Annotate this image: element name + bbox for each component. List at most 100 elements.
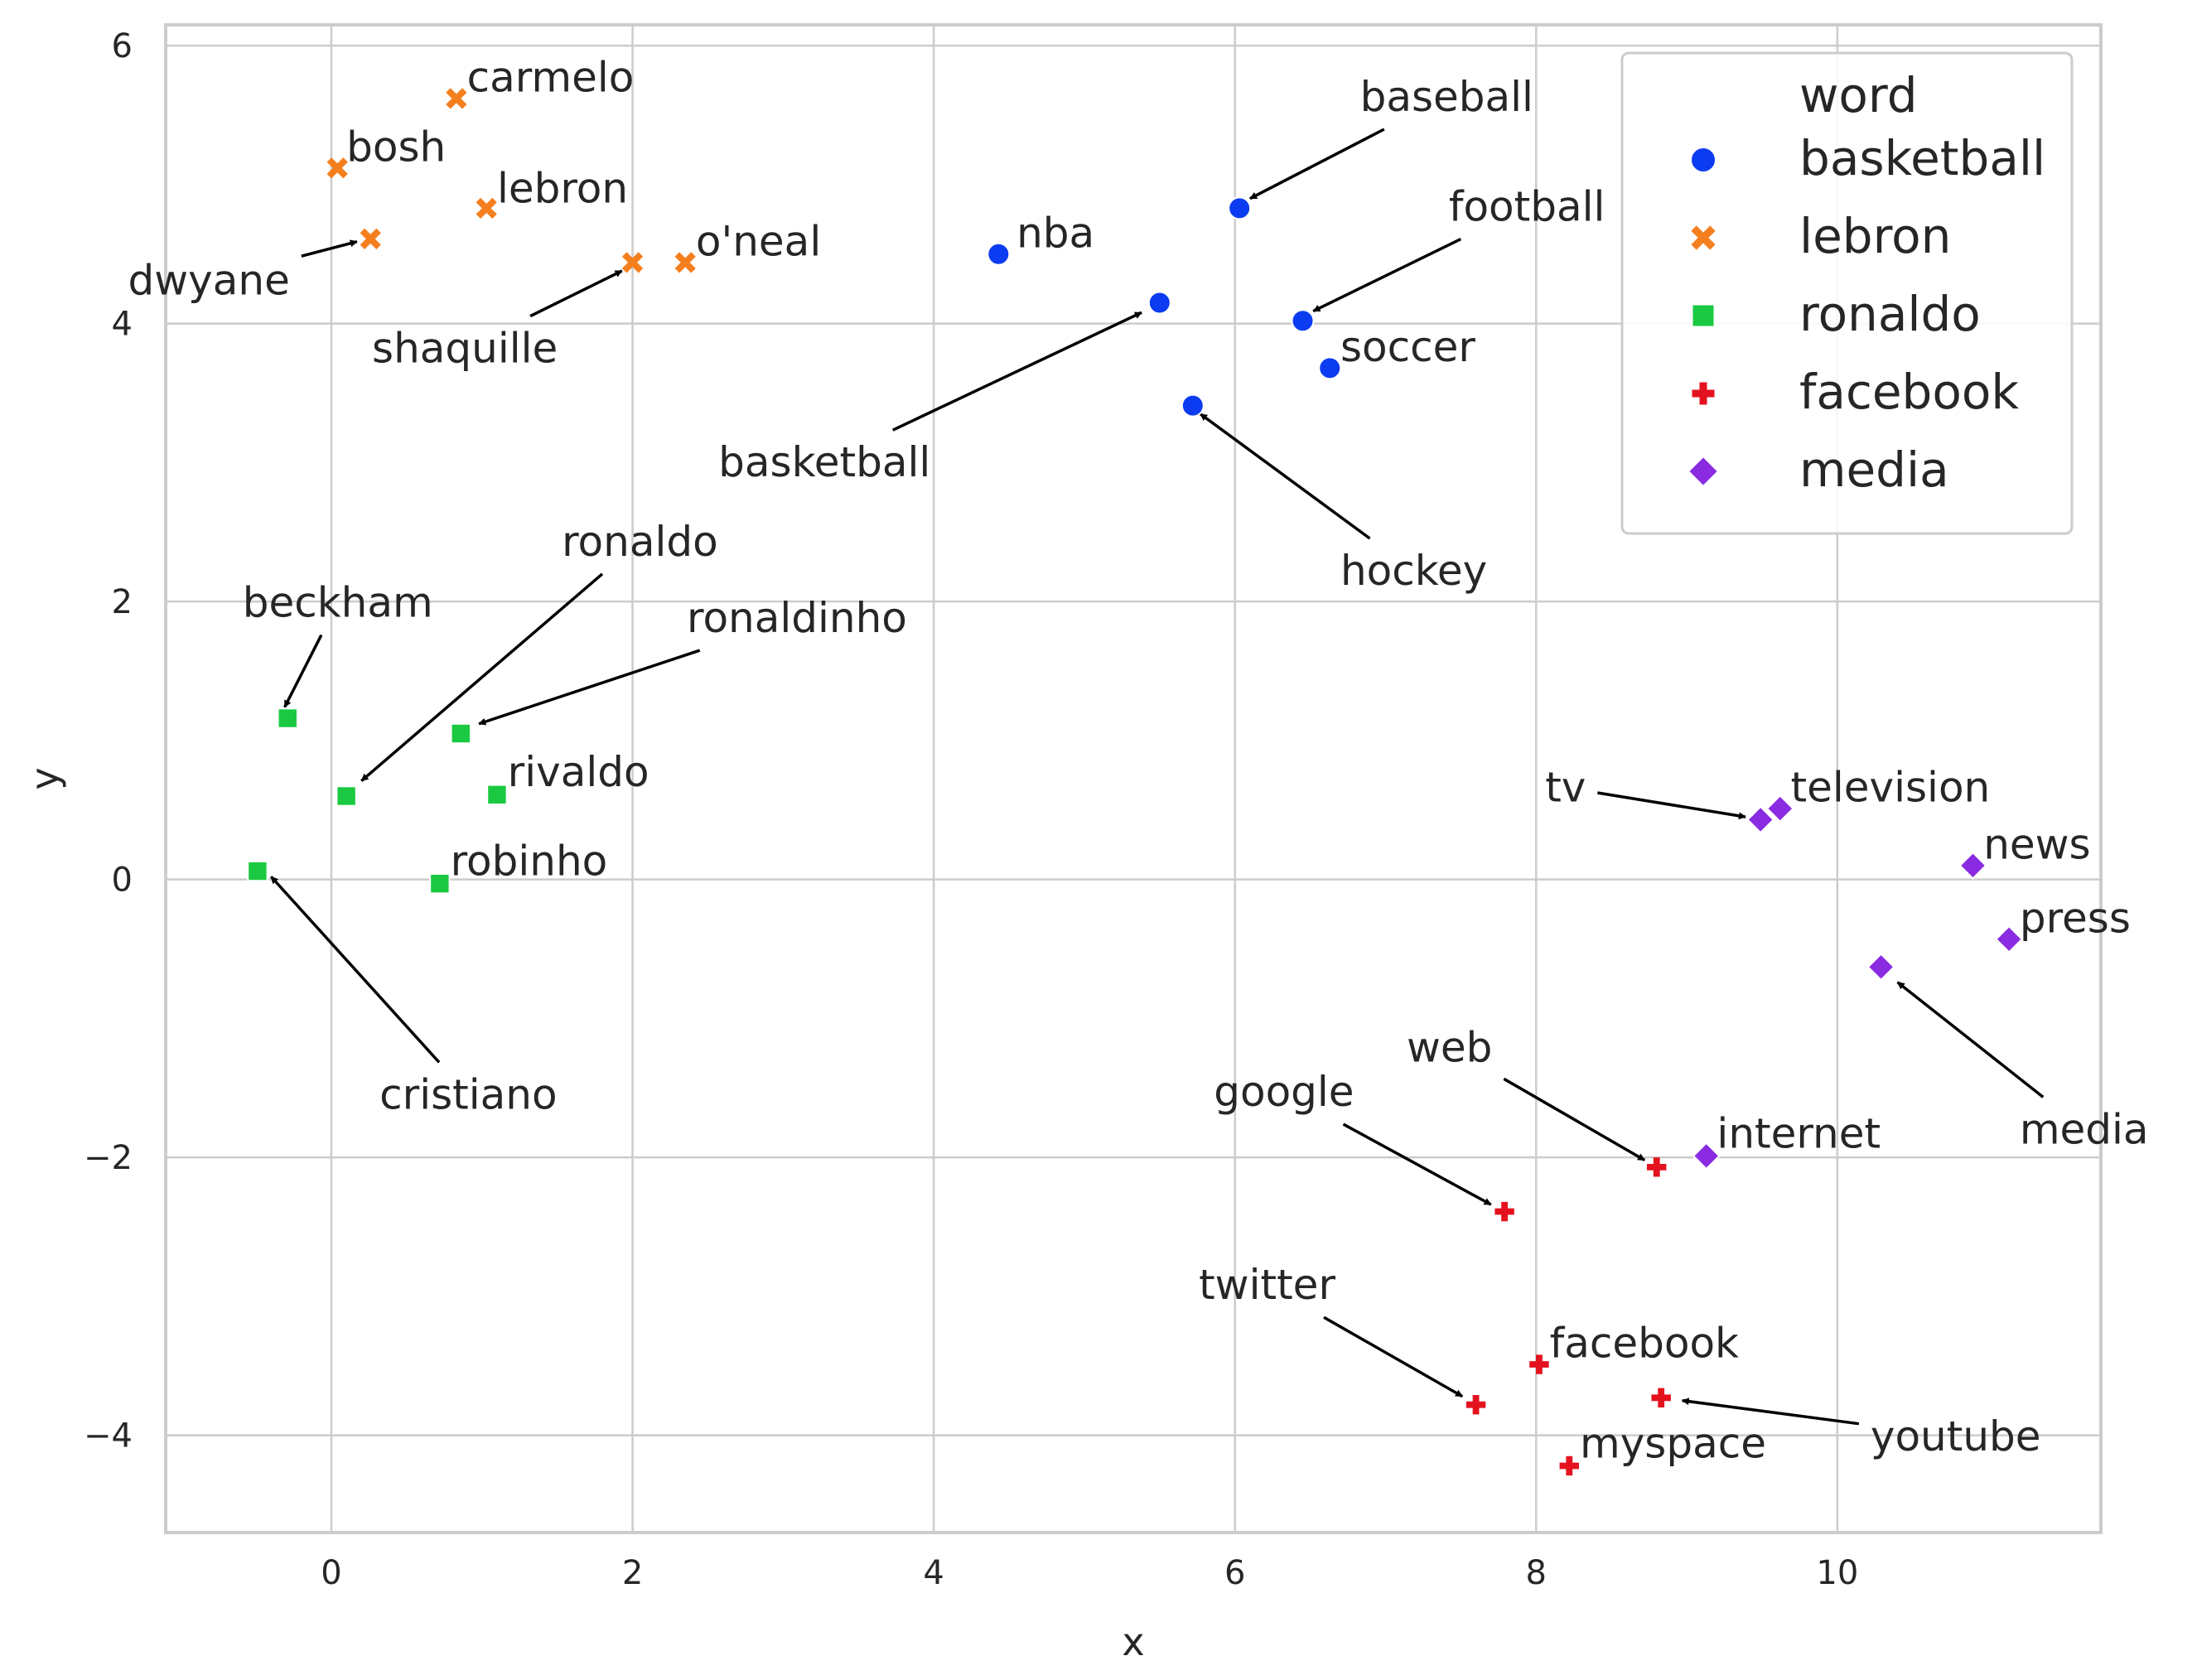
plus-marker (1465, 1394, 1486, 1415)
label-dwyane: dwyane (128, 256, 290, 304)
tick-labels: 0 2 4 6 8 10 −4 −2 0 2 4 6 (84, 27, 1858, 1592)
plot-frame (164, 23, 2103, 1534)
point-lebron-lebron (476, 197, 497, 220)
label-twitter: twitter (1199, 1261, 1335, 1309)
circle-marker (1690, 147, 1717, 173)
annotation-arrow (478, 649, 701, 726)
point-ronaldo-beckham (277, 707, 298, 729)
point-basketball-hockey (1181, 393, 1205, 418)
label-tv: tv (1545, 764, 1586, 812)
square-marker (450, 722, 472, 745)
label-television: television (1791, 764, 1991, 812)
annotation-arrow (1896, 981, 2045, 1098)
circle-marker (1291, 309, 1315, 333)
annotation-arrow (1503, 1077, 1646, 1161)
point-facebook-google (1494, 1201, 1514, 1222)
square-marker (429, 872, 451, 895)
label-soccer: soccer (1340, 323, 1475, 371)
label-ronaldinho: ronaldinho (687, 594, 907, 642)
diamond-marker (1995, 924, 2024, 953)
point-facebook-twitter (1465, 1394, 1486, 1415)
x-marker (360, 228, 381, 249)
y-tick-label: −4 (84, 1417, 133, 1456)
diamond-marker (1765, 794, 1794, 823)
circle-marker (1147, 291, 1171, 315)
annotation-arrow (269, 876, 441, 1064)
legend-marker-ronaldo (1691, 303, 1716, 328)
annotation-arrow (360, 572, 604, 782)
circle-marker (1228, 196, 1252, 220)
point-lebron-dwyane (360, 228, 381, 249)
diamond-marker (1746, 805, 1775, 834)
diamond-marker (1866, 953, 1895, 982)
point-media-television (1765, 794, 1794, 823)
point-basketball-nba (987, 242, 1011, 266)
label-o-neal: o'neal (696, 217, 821, 265)
point-media-news (1958, 851, 1987, 880)
point-ronaldo-rivaldo (486, 784, 508, 805)
label-news: news (1983, 820, 2090, 868)
x-tick-label: 8 (1526, 1554, 1547, 1592)
point-facebook-facebook (1529, 1354, 1549, 1374)
legend-label-basketball: basketball (1799, 130, 2045, 186)
annotation-arrow (1342, 1122, 1492, 1206)
square-marker (486, 784, 508, 805)
point-media-internet (1692, 1142, 1721, 1171)
label-press: press (2020, 894, 2131, 942)
legend-marker-facebook (1692, 382, 1715, 405)
label-web: web (1407, 1023, 1492, 1071)
label-lebron: lebron (497, 165, 628, 213)
plus-marker (1647, 1157, 1667, 1177)
point-basketball-soccer (1318, 356, 1342, 380)
annotation-arrow (529, 269, 623, 318)
annotation-arrow (301, 239, 358, 258)
square-marker (1691, 303, 1716, 328)
x-marker (621, 252, 644, 273)
point-basketball-baseball (1228, 196, 1252, 220)
point-facebook-web (1647, 1157, 1667, 1177)
y-tick-label: 0 (112, 862, 133, 900)
point-facebook-youtube (1651, 1388, 1671, 1407)
label-basketball: basketball (718, 438, 930, 486)
label-beckham: beckham (243, 579, 433, 627)
annotation-labels: nba carmelo bosh lebron o'neal soccer rivaldo r… (128, 54, 2149, 1468)
point-media-tv (1746, 805, 1775, 834)
label-bosh: bosh (346, 123, 446, 171)
point-lebron-bosh (326, 157, 348, 179)
label-rivaldo: rivaldo (508, 748, 649, 796)
point-facebook-myspace (1559, 1456, 1579, 1476)
label-cristiano: cristiano (379, 1070, 557, 1118)
label-robinho: robinho (451, 838, 608, 886)
y-tick-label: 4 (112, 306, 133, 344)
y-tick-label: 6 (112, 27, 133, 65)
label-carmelo: carmelo (467, 54, 635, 102)
x-tick-label: 0 (321, 1554, 341, 1592)
x-tick-label: 4 (923, 1554, 944, 1592)
plus-marker (1651, 1388, 1671, 1407)
legend-marker-lebron (1691, 225, 1716, 250)
plus-marker (1559, 1456, 1579, 1476)
circle-marker (1181, 393, 1205, 418)
label-baseball: baseball (1360, 73, 1533, 121)
point-ronaldo-ronaldo (336, 785, 357, 807)
y-axis-label: y (22, 767, 67, 789)
point-media-media (1866, 953, 1895, 982)
data-points (247, 88, 2024, 1476)
legend-label-facebook: facebook (1799, 364, 2019, 420)
diamond-marker (1958, 851, 1987, 880)
label-nba: nba (1016, 209, 1094, 257)
legend-label-media: media (1799, 442, 1949, 498)
diamond-marker (1687, 455, 1720, 488)
point-lebron-shaquille (621, 252, 644, 273)
x-marker (674, 252, 696, 273)
annotation-arrow (1199, 413, 1371, 540)
y-tick-label: −2 (84, 1139, 133, 1177)
annotation-arrow (1312, 237, 1462, 313)
label-internet: internet (1717, 1109, 1881, 1157)
annotation-arrow (1323, 1316, 1464, 1398)
legend-box (1620, 51, 2074, 535)
annotation-arrow (891, 311, 1142, 432)
point-lebron-o-neal (674, 252, 696, 273)
plus-marker (1529, 1354, 1549, 1374)
x-marker (446, 88, 467, 109)
